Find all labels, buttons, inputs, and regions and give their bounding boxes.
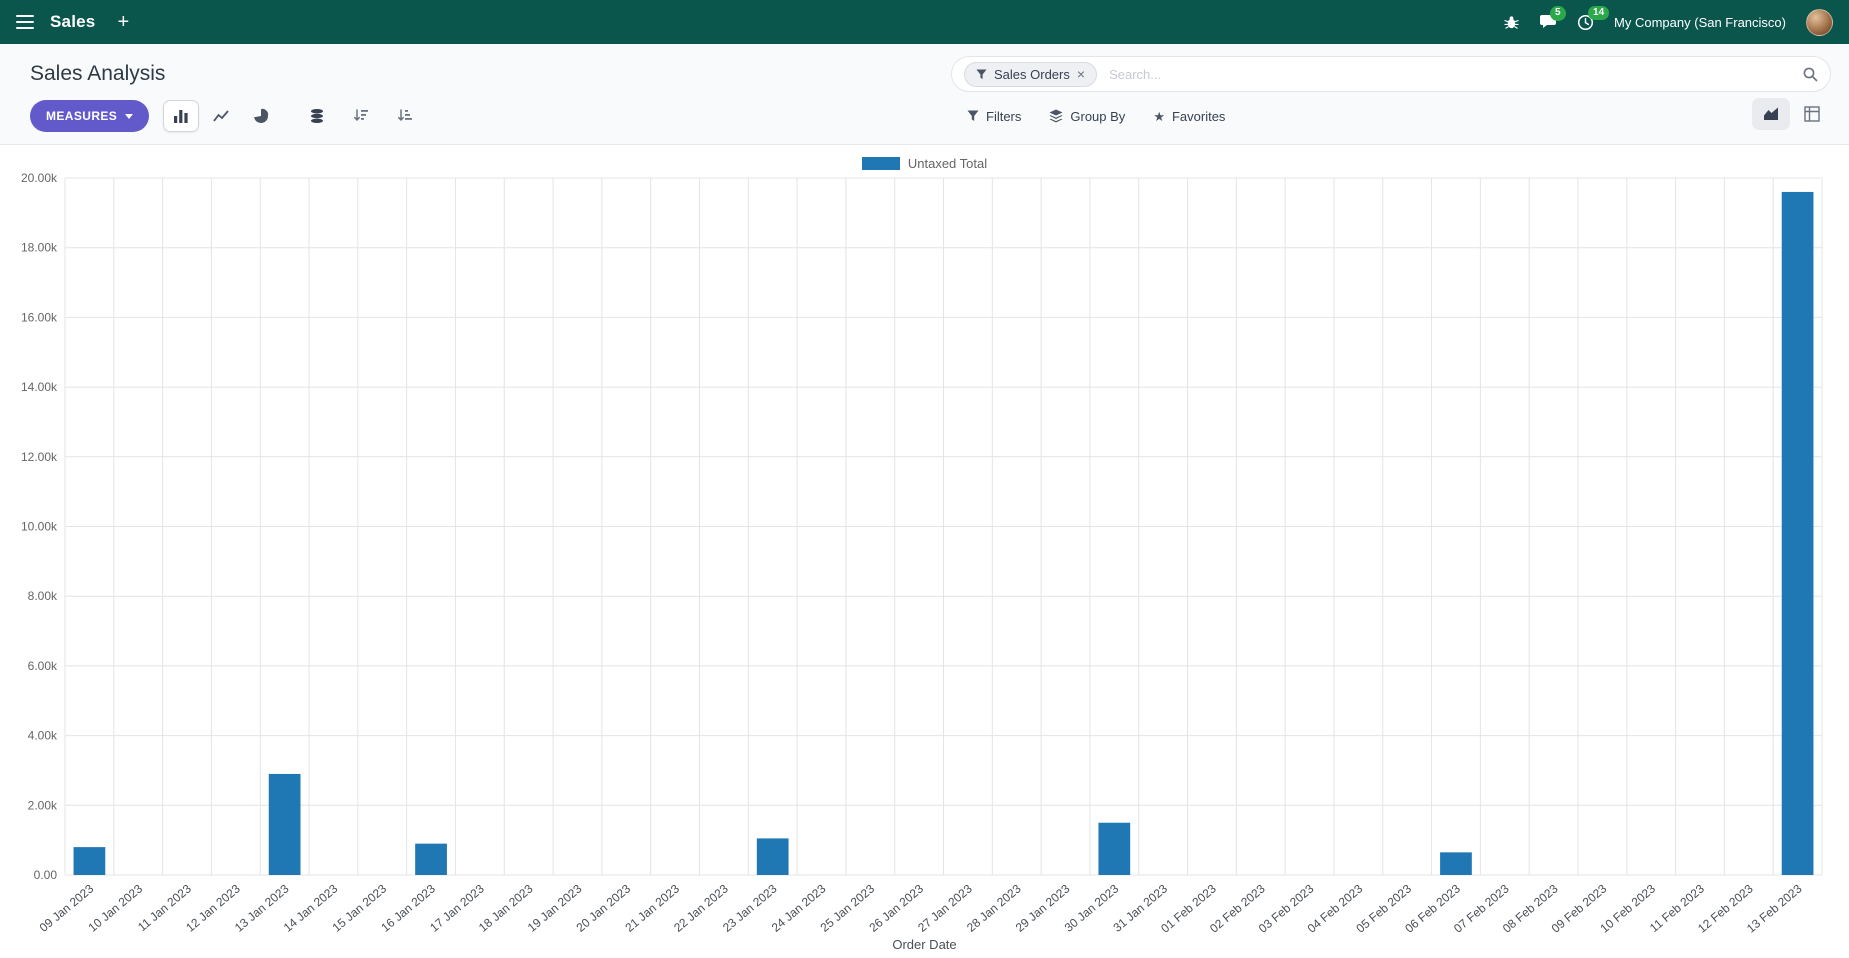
x-axis-title: Order Date bbox=[892, 937, 957, 952]
line-chart-button[interactable] bbox=[203, 100, 239, 132]
top-navbar: Sales + 5 14 My Company (San Francisco) bbox=[0, 0, 1849, 44]
chart-bar[interactable] bbox=[1098, 822, 1131, 875]
star-icon: ★ bbox=[1153, 108, 1165, 124]
y-tick-label: 12.00k bbox=[21, 450, 58, 464]
sort-descending-icon bbox=[354, 109, 369, 121]
chart-type-group bbox=[163, 100, 279, 132]
filter-facet[interactable]: Sales Orders × bbox=[964, 61, 1098, 87]
plus-icon[interactable]: + bbox=[117, 11, 130, 33]
measures-label: MEASURES bbox=[46, 109, 118, 123]
y-tick-label: 16.00k bbox=[21, 310, 58, 324]
group-by-label: Group By bbox=[1070, 108, 1126, 124]
chart-bar[interactable] bbox=[415, 843, 447, 875]
chart-bar[interactable] bbox=[73, 847, 106, 875]
chart-bar[interactable] bbox=[1440, 852, 1472, 875]
pie-chart-button[interactable] bbox=[243, 100, 279, 132]
sales-analysis-chart: 0.00 2.00k 4.00k 6.00k 8.00k 10.00k 12.00k 14.0… bbox=[21, 171, 1823, 936]
line-chart-icon bbox=[213, 110, 229, 122]
legend-swatch bbox=[861, 156, 900, 170]
measures-button[interactable]: MEASURES bbox=[30, 100, 150, 132]
legend-label: Untaxed Total bbox=[907, 155, 988, 171]
y-tick-label: 4.00k bbox=[28, 729, 58, 743]
topbar-right: 5 14 My Company (San Francisco) bbox=[1504, 5, 1833, 36]
bar-chart-icon bbox=[174, 110, 188, 123]
activities-badge: 14 bbox=[1588, 5, 1610, 20]
chart-legend: Untaxed Total bbox=[0, 153, 1849, 173]
graph-view-button[interactable] bbox=[1752, 98, 1790, 130]
user-avatar[interactable] bbox=[1806, 8, 1833, 36]
y-tick-label: 14.00k bbox=[21, 380, 58, 394]
group-by-button[interactable]: Group By bbox=[1049, 109, 1125, 124]
legend-item[interactable]: Untaxed Total bbox=[861, 155, 988, 171]
filters-button[interactable]: Filters bbox=[967, 109, 1021, 124]
filters-label: Filters bbox=[986, 108, 1022, 124]
funnel-icon bbox=[967, 110, 979, 121]
stacked-toggle-button[interactable] bbox=[299, 100, 335, 132]
caret-down-icon bbox=[125, 113, 134, 119]
chart-bar[interactable] bbox=[756, 838, 789, 875]
stacked-icon bbox=[311, 109, 324, 123]
chart-section: Untaxed Total 0.00 2.00k 4.00k 6.00k 8.00k 10… bbox=[0, 145, 1849, 952]
facet-label: Sales Orders bbox=[994, 66, 1070, 82]
y-tick-label: 18.00k bbox=[21, 241, 58, 255]
y-tick-label: 8.00k bbox=[28, 589, 58, 603]
facet-remove-icon[interactable]: × bbox=[1076, 66, 1086, 82]
y-tick-label: 10.00k bbox=[21, 520, 58, 534]
search-input[interactable] bbox=[1107, 65, 1792, 83]
app-name[interactable]: Sales bbox=[50, 12, 96, 31]
sort-ascending-icon bbox=[398, 109, 413, 121]
layers-icon bbox=[1049, 109, 1063, 123]
activities-button[interactable]: 14 bbox=[1577, 5, 1610, 31]
pivot-view-button[interactable] bbox=[1793, 98, 1831, 130]
pivot-table-icon bbox=[1804, 106, 1820, 122]
bar-chart-button[interactable] bbox=[163, 100, 200, 132]
sort-descending-button[interactable] bbox=[343, 100, 379, 132]
pie-chart-icon bbox=[254, 108, 269, 123]
funnel-icon bbox=[976, 68, 987, 79]
y-tick-label: 2.00k bbox=[28, 798, 58, 812]
y-tick-label: 20.00k bbox=[21, 171, 58, 185]
sort-ascending-button[interactable] bbox=[387, 100, 423, 132]
chart-tools-group bbox=[299, 100, 423, 132]
area-chart-icon bbox=[1764, 107, 1778, 120]
favorites-button[interactable]: ★ Favorites bbox=[1153, 109, 1225, 124]
menu-icon[interactable] bbox=[16, 15, 34, 29]
messages-button[interactable]: 5 bbox=[1539, 6, 1566, 30]
y-tick-label: 0.00 bbox=[34, 868, 58, 882]
favorites-label: Favorites bbox=[1171, 108, 1226, 124]
search-options: Filters Group By ★ Favorites bbox=[967, 94, 1225, 138]
search-icon[interactable] bbox=[1802, 66, 1818, 82]
y-tick-label: 6.00k bbox=[28, 659, 58, 673]
x-tick-label: 10 Jan 2023 bbox=[86, 881, 146, 934]
messages-badge: 5 bbox=[1550, 6, 1566, 21]
search-bar: Sales Orders × bbox=[951, 56, 1831, 92]
page-title: Sales Analysis bbox=[30, 62, 166, 85]
view-switcher bbox=[1752, 98, 1831, 130]
chart-bar[interactable] bbox=[268, 773, 301, 875]
bug-icon[interactable] bbox=[1504, 15, 1519, 30]
clock-icon bbox=[1577, 14, 1594, 30]
chart-bar[interactable] bbox=[1781, 191, 1814, 875]
company-switcher[interactable]: My Company (San Francisco) bbox=[1614, 14, 1786, 30]
control-panel: Sales Analysis Sales Orders × MEASURES bbox=[0, 44, 1849, 145]
